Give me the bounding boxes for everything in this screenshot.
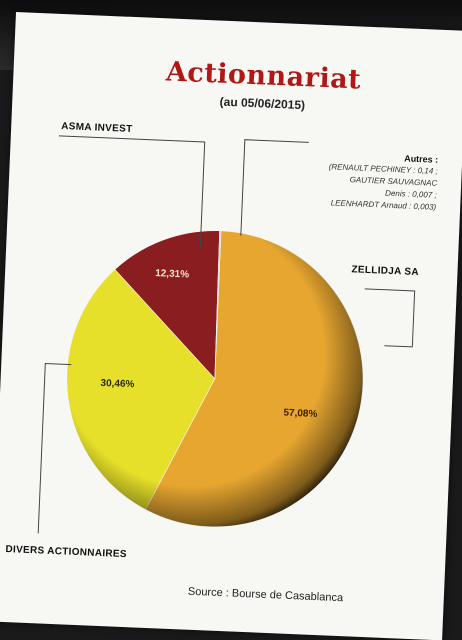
value-label-divers: 30,46% [100,377,135,391]
value-label-zellidja: 57,08% [283,407,318,420]
leader-line-zellidja [364,288,416,348]
pie-shading [66,230,363,527]
value-label-asma: 12,31% [154,268,190,281]
leader-line-asma [58,135,206,248]
chart-card: Actionnariat (au 05/06/2015) ASMA INVEST… [0,12,462,640]
leader-line-divers [37,363,72,534]
leader-line-autres [240,139,309,236]
pie-chart [37,135,416,534]
others-note: Autres : (RENAULT PECHINEY : 0,14 ; GAUT… [266,147,439,214]
